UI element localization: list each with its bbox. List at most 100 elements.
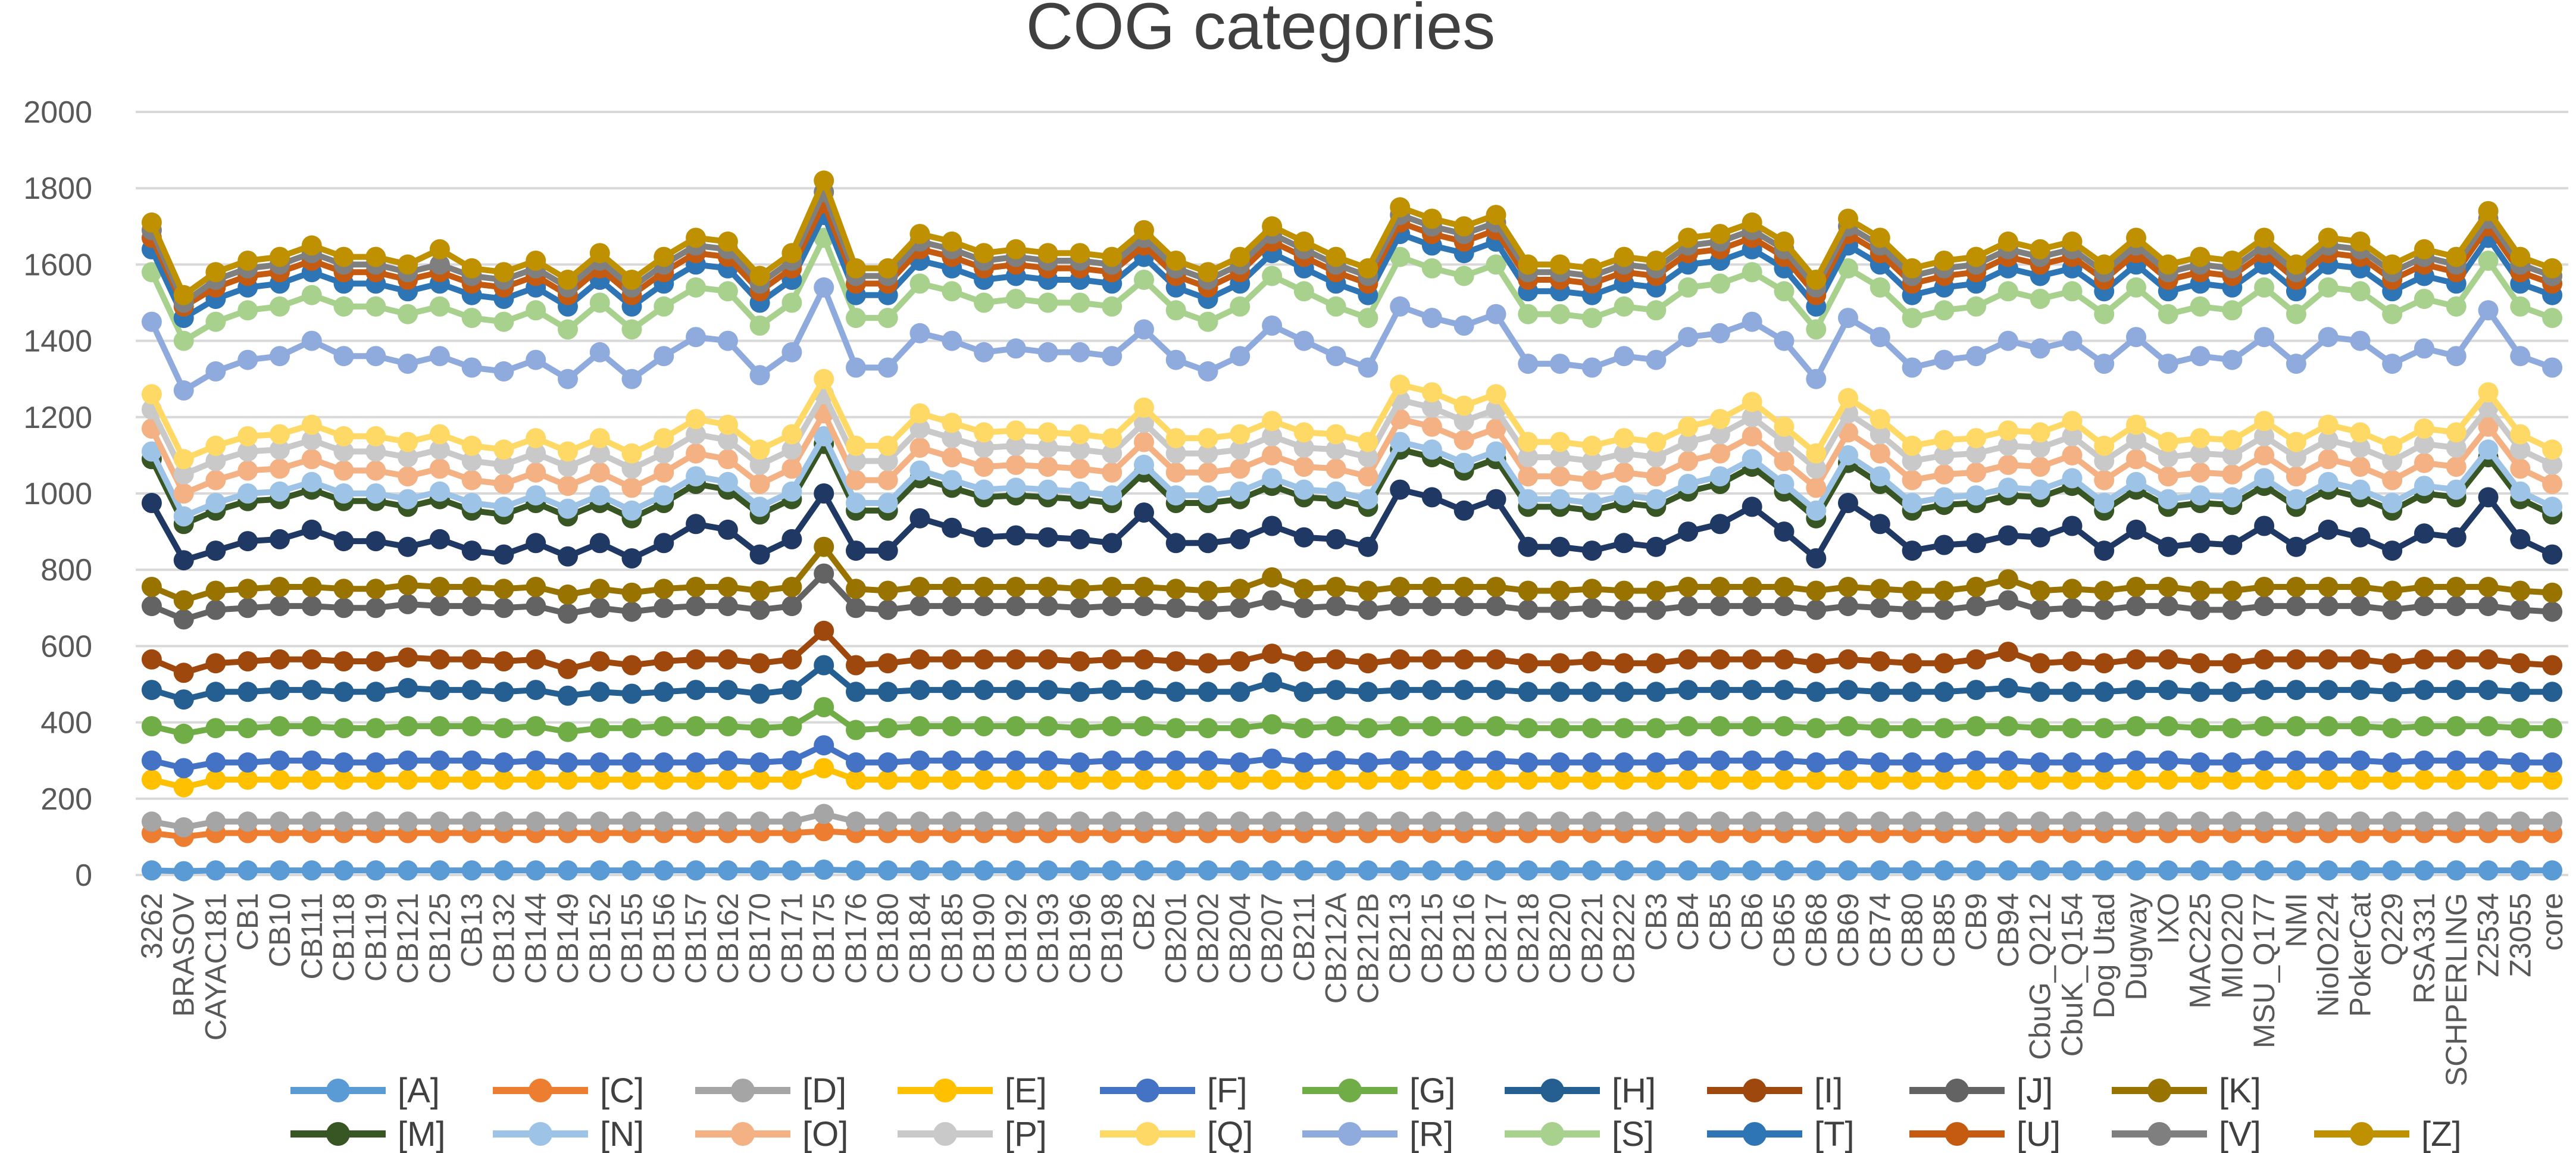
data-point (2382, 451, 2403, 471)
legend-item-E[interactable]: [E] (898, 1071, 1047, 1110)
data-point (2030, 769, 2050, 790)
data-point (1230, 598, 1251, 618)
data-point (1070, 752, 1090, 773)
y-tick-label: 600 (40, 629, 92, 664)
data-point (2542, 752, 2563, 773)
data-point (1230, 769, 1251, 790)
data-point (1614, 811, 1634, 832)
data-point (270, 529, 290, 549)
data-point (2542, 496, 2563, 517)
legend-item-P[interactable]: [P] (898, 1115, 1047, 1153)
legend-item-R[interactable]: [R] (1302, 1115, 1453, 1153)
data-point (1198, 262, 1218, 283)
data-point (1581, 451, 1602, 471)
legend-item-H[interactable]: [H] (1505, 1071, 1656, 1110)
data-point (846, 470, 866, 490)
data-point (814, 697, 834, 717)
data-point (558, 721, 578, 742)
data-point (1037, 438, 1058, 458)
legend-item-C[interactable]: [C] (493, 1071, 644, 1110)
data-point (1742, 426, 1762, 446)
data-point (909, 403, 930, 424)
data-point (270, 577, 290, 597)
series-E (141, 758, 2563, 798)
data-point (814, 277, 834, 298)
data-point (589, 811, 610, 832)
data-point (2190, 653, 2211, 674)
data-point (1550, 489, 1570, 510)
legend-item-U[interactable]: [U] (1909, 1115, 2061, 1153)
data-point (1070, 424, 1090, 445)
data-point (365, 769, 386, 790)
data-point (2382, 811, 2403, 832)
legend-item-D[interactable]: [D] (695, 1071, 846, 1110)
data-point (2158, 649, 2178, 670)
legend-item-O[interactable]: [O] (695, 1115, 848, 1153)
legend-item-A[interactable]: [A] (290, 1071, 440, 1110)
legend-item-F[interactable]: [F] (1100, 1071, 1248, 1110)
x-tick-label: CB204 (1223, 893, 1256, 984)
data-point (333, 682, 354, 702)
legend-item-T[interactable]: [T] (1707, 1115, 1855, 1153)
legend-item-I[interactable]: [I] (1707, 1071, 1843, 1110)
data-point (1230, 246, 1251, 267)
legend-item-K[interactable]: [K] (2112, 1071, 2261, 1110)
x-tick-label: CB156 (647, 893, 680, 984)
legend-item-J[interactable]: [J] (1909, 1071, 2053, 1110)
data-point (2062, 445, 2083, 465)
data-point (429, 439, 450, 460)
data-point (1165, 251, 1186, 271)
data-point (654, 462, 674, 483)
legend-item-M[interactable]: [M] (290, 1115, 446, 1153)
legend-item-V[interactable]: [V] (2112, 1115, 2261, 1153)
data-point (398, 354, 418, 374)
data-point (1293, 281, 1314, 302)
data-point (942, 860, 962, 881)
data-point (493, 361, 514, 382)
data-point (1709, 466, 1730, 487)
data-point (2190, 860, 2211, 881)
legend-item-G[interactable]: [G] (1302, 1071, 1455, 1110)
data-point (1742, 262, 1762, 283)
data-point (1102, 649, 1123, 670)
legend-item-Q[interactable]: [Q] (1100, 1115, 1253, 1153)
data-point (2478, 251, 2499, 271)
data-point (2062, 860, 2083, 881)
data-point (1581, 769, 1602, 790)
data-point (1230, 811, 1251, 832)
legend-item-N[interactable]: [N] (493, 1115, 644, 1153)
data-point (2254, 426, 2275, 446)
data-point (461, 649, 482, 670)
data-point (1774, 416, 1795, 437)
data-point (2222, 682, 2243, 702)
data-point (1037, 769, 1058, 790)
data-point (1581, 752, 1602, 773)
legend-item-S[interactable]: [S] (1505, 1115, 1654, 1153)
series-F (141, 735, 2563, 779)
data-point (1966, 428, 1987, 449)
series-Q (141, 368, 2563, 470)
data-point (1997, 281, 2018, 302)
x-tick-label: CB217 (1479, 893, 1512, 984)
data-point (909, 716, 930, 736)
legend-label: [S] (1612, 1115, 1654, 1153)
data-point (1102, 596, 1123, 617)
data-point (205, 653, 226, 674)
data-point (1518, 860, 1539, 881)
data-point (846, 258, 866, 279)
data-point (2126, 716, 2146, 736)
data-point (2318, 471, 2339, 492)
data-point (717, 231, 738, 252)
data-point (2126, 227, 2146, 248)
data-point (1421, 439, 1442, 460)
data-point (1614, 485, 1634, 506)
data-point (1262, 748, 1283, 769)
legend-item-Z[interactable]: [Z] (2314, 1115, 2462, 1153)
data-point (621, 655, 642, 676)
y-axis-ticks: 0 200 400 600 800 1000 1200 1400 1600 1800 2000 (23, 95, 92, 893)
legend[interactable]: [A] [C] [D] [E] [F] [G] [H] [I] [J] [K] [M] [N] [O] [… (290, 1071, 2462, 1153)
data-point (2062, 579, 2083, 599)
data-point (2190, 682, 2211, 702)
data-point (365, 346, 386, 367)
data-point (1325, 296, 1346, 317)
